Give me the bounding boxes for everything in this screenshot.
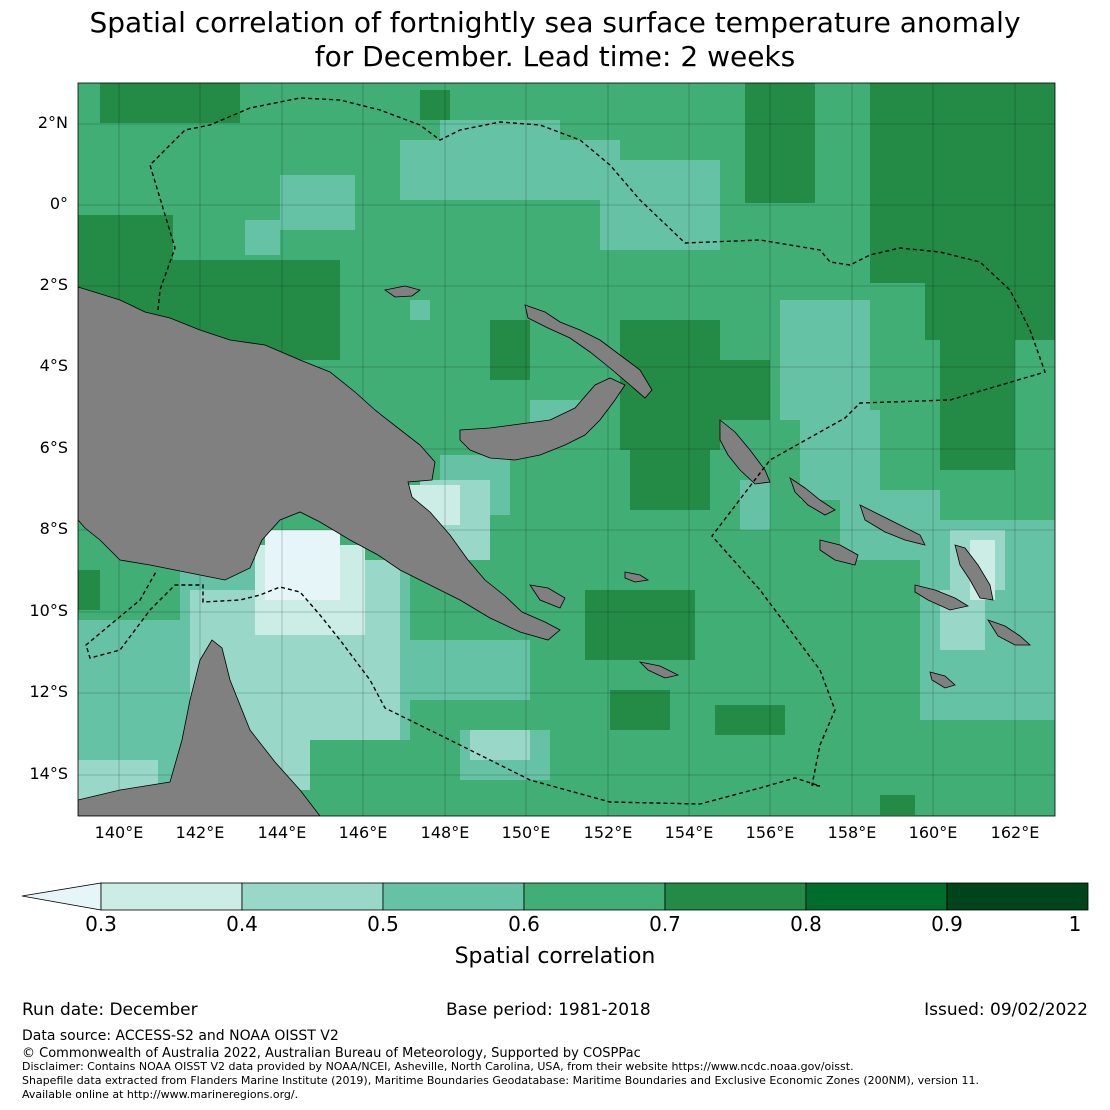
colorbar-tick: 0.8 bbox=[790, 912, 822, 936]
colorbar-bin bbox=[523, 882, 666, 911]
data-source: Data source: ACCESS-S2 and NOAA OISST V2 bbox=[22, 1028, 339, 1044]
lon-tick: 152°E bbox=[583, 823, 633, 842]
makira bbox=[914, 584, 970, 611]
guadalcanal bbox=[819, 539, 859, 566]
disclaimer-line-1: Disclaimer: Contains NOAA OISST V2 data … bbox=[22, 1060, 854, 1073]
lon-tick: 162°E bbox=[990, 823, 1040, 842]
lat-tick: 12°S bbox=[29, 682, 68, 701]
louisiade bbox=[638, 661, 680, 679]
colorbar-tick: 0.9 bbox=[931, 912, 963, 936]
base-period: Base period: 1981-2018 bbox=[446, 1000, 651, 1020]
colorbar-tick: 0.7 bbox=[649, 912, 681, 936]
lon-tick: 142°E bbox=[175, 823, 225, 842]
cape-york bbox=[78, 639, 321, 816]
colorbar-tick: 1 bbox=[1068, 912, 1082, 936]
copyright: © Commonwealth of Australia 2022, Austra… bbox=[22, 1046, 641, 1061]
colorbar-bin bbox=[100, 882, 243, 911]
solomons-choiseul bbox=[789, 476, 836, 516]
disclaimer-line-3: Available online at http://www.marinereg… bbox=[22, 1088, 299, 1101]
new-guinea bbox=[78, 286, 561, 641]
colorbar-bin bbox=[382, 882, 525, 911]
map-frame bbox=[77, 82, 1056, 817]
colorbar-tick: 0.3 bbox=[85, 912, 117, 936]
colorbar-extend-arrow bbox=[21, 882, 102, 911]
chart-title: Spatial correlation of fortnightly sea s… bbox=[0, 6, 1110, 74]
colorbar-tick: 0.5 bbox=[367, 912, 399, 936]
colorbar-bin bbox=[805, 882, 948, 911]
lat-tick: 2°N bbox=[37, 113, 68, 132]
lon-tick: 144°E bbox=[257, 823, 307, 842]
lon-tick: 158°E bbox=[827, 823, 877, 842]
lon-tick: 160°E bbox=[908, 823, 958, 842]
lat-tick: 6°S bbox=[39, 438, 68, 457]
colorbar-bin bbox=[664, 882, 807, 911]
lon-tick: 154°E bbox=[664, 823, 714, 842]
disclaimer-line-2: Shapefile data extracted from Flanders M… bbox=[22, 1074, 979, 1087]
correlation-map bbox=[77, 82, 1056, 817]
malaita bbox=[954, 544, 994, 601]
rennell bbox=[987, 619, 1032, 646]
lat-tick: 2°S bbox=[39, 275, 68, 294]
lon-tick: 156°E bbox=[745, 823, 795, 842]
title-line-1: Spatial correlation of fortnightly sea s… bbox=[89, 6, 1021, 39]
colorbar-bin bbox=[241, 882, 384, 911]
dentrecasteaux bbox=[529, 584, 566, 609]
field-lowest bbox=[265, 530, 340, 600]
lat-tick: 8°S bbox=[39, 519, 68, 538]
vanuatu-north bbox=[929, 671, 956, 689]
bougainville bbox=[719, 419, 771, 485]
lat-tick: 4°S bbox=[39, 356, 68, 375]
lon-tick: 150°E bbox=[501, 823, 551, 842]
title-line-2: for December. Lead time: 2 weeks bbox=[314, 40, 796, 73]
woodlark bbox=[624, 571, 650, 583]
new-britain bbox=[459, 377, 626, 461]
colorbar-tick: 0.4 bbox=[226, 912, 258, 936]
colorbar-label: Spatial correlation bbox=[454, 944, 656, 969]
lat-tick: 0° bbox=[49, 194, 68, 213]
land bbox=[78, 285, 1032, 816]
lon-tick: 140°E bbox=[94, 823, 144, 842]
manus bbox=[384, 285, 421, 298]
issued-date: Issued: 09/02/2022 bbox=[924, 1000, 1088, 1020]
lon-tick: 146°E bbox=[338, 823, 388, 842]
lon-tick: 148°E bbox=[420, 823, 470, 842]
lat-tick: 10°S bbox=[29, 601, 68, 620]
solomons-isabel bbox=[859, 504, 926, 546]
run-date: Run date: December bbox=[22, 1000, 198, 1020]
new-ireland bbox=[524, 304, 653, 399]
lat-tick: 14°S bbox=[29, 764, 68, 783]
colorbar-tick: 0.6 bbox=[508, 912, 540, 936]
colorbar-bin bbox=[946, 882, 1089, 911]
eez-boundaries bbox=[85, 97, 1046, 805]
